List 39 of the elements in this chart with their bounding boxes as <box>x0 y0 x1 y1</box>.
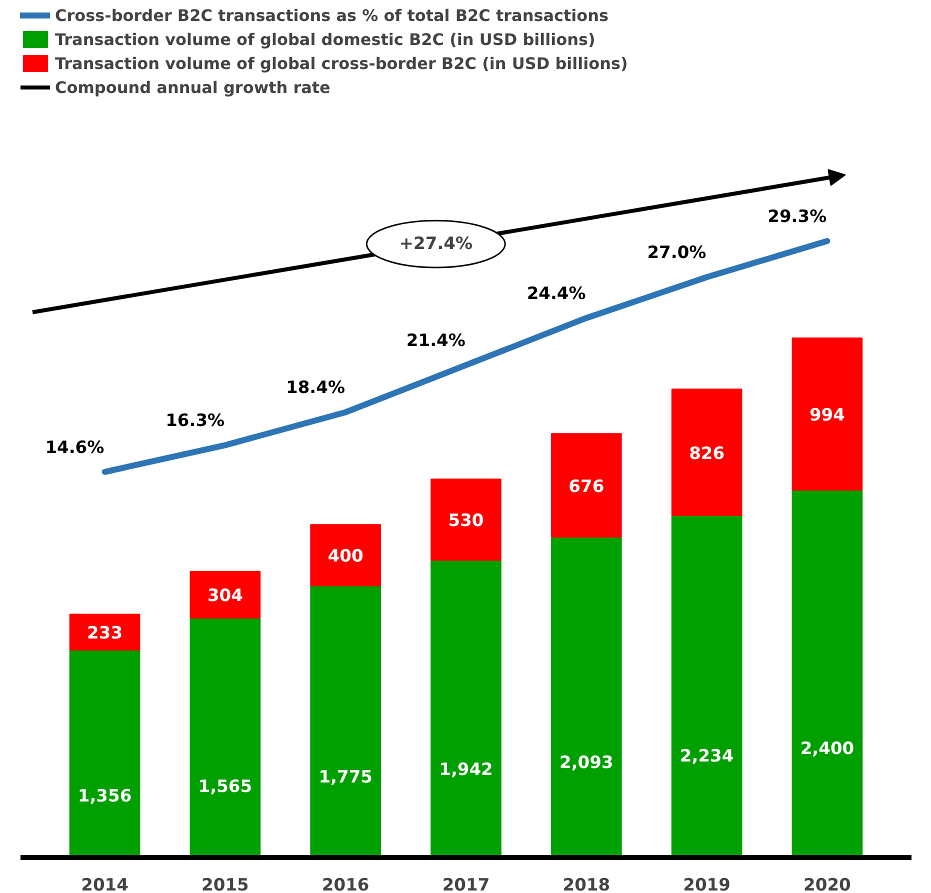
legend-label: Transaction volume of global cross-border B2C (in USD billions) <box>55 54 628 72</box>
x-tick-label: 2020 <box>804 876 852 893</box>
text: +27.4% <box>399 234 473 254</box>
data-label: 994 <box>809 406 846 426</box>
data-label: 16.3% <box>166 411 225 432</box>
data-label: 400 <box>328 546 364 567</box>
data-label: 29.3% <box>768 207 827 228</box>
legend-label: Transaction volume of global domestic B2C (in USD billions) <box>55 30 596 48</box>
x-tick-label: 2018 <box>562 876 610 893</box>
x-tick-label: 2014 <box>81 876 129 893</box>
legend-label: Cross-border B2C transactions as % of total B2C transactions <box>55 6 609 24</box>
x-tick-label: 2016 <box>322 876 370 893</box>
data-label: 676 <box>568 476 604 497</box>
data-label: 2,234 <box>680 746 734 766</box>
bar <box>190 570 261 618</box>
data-label: 1,356 <box>78 786 132 807</box>
data-label: 1,942 <box>439 760 493 780</box>
bar <box>430 478 502 561</box>
data-label: 24.4% <box>526 284 586 304</box>
data-label: 27.0% <box>647 243 706 264</box>
data-label: 233 <box>87 624 123 644</box>
data-label: 14.6% <box>45 438 104 458</box>
text: Compound annual growth rate <box>55 78 330 96</box>
bar <box>310 524 382 586</box>
bar <box>550 433 622 538</box>
data-label: 530 <box>448 511 484 532</box>
data-label: 826 <box>689 444 725 464</box>
data-label: 304 <box>207 586 244 606</box>
bar <box>671 388 742 516</box>
data-label: 21.4% <box>406 331 466 352</box>
x-tick-label: 2017 <box>442 876 490 893</box>
data-label: 2,400 <box>800 738 854 759</box>
bar <box>792 337 863 491</box>
data-label: 1,775 <box>318 767 372 788</box>
data-label: 1,565 <box>198 777 252 798</box>
data-label: 18.4% <box>286 378 345 398</box>
x-tick-label: 2015 <box>202 876 249 893</box>
x-tick-label: 2019 <box>683 876 730 893</box>
data-label: 2,093 <box>560 752 614 773</box>
